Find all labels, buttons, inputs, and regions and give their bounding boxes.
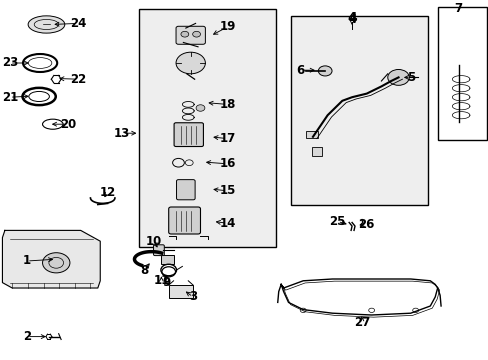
Circle shape — [181, 31, 188, 37]
Circle shape — [42, 253, 70, 273]
Text: 18: 18 — [219, 98, 235, 111]
Text: 20: 20 — [60, 118, 77, 131]
Text: 10: 10 — [145, 235, 162, 248]
FancyBboxPatch shape — [168, 207, 200, 234]
Text: 5: 5 — [406, 71, 414, 84]
Bar — [437, 7, 486, 140]
FancyBboxPatch shape — [176, 180, 195, 200]
Text: 22: 22 — [70, 73, 86, 86]
Bar — [161, 255, 173, 264]
Text: 1: 1 — [23, 255, 31, 267]
Text: 11: 11 — [153, 274, 169, 287]
Text: 15: 15 — [219, 184, 235, 197]
Bar — [305, 131, 317, 138]
Circle shape — [176, 52, 205, 74]
Text: 26: 26 — [358, 219, 374, 231]
Text: 24: 24 — [70, 17, 86, 30]
Text: 17: 17 — [219, 132, 235, 145]
Text: 16: 16 — [219, 157, 235, 170]
Circle shape — [387, 69, 408, 85]
Text: 4: 4 — [346, 11, 356, 25]
Text: 13: 13 — [114, 127, 130, 140]
Circle shape — [196, 105, 204, 111]
Text: 21: 21 — [1, 91, 18, 104]
Text: 12: 12 — [99, 186, 116, 199]
Text: 9: 9 — [162, 276, 170, 289]
Text: 27: 27 — [353, 316, 369, 329]
Text: 6: 6 — [296, 64, 304, 77]
Bar — [168, 285, 193, 298]
FancyBboxPatch shape — [174, 123, 203, 147]
FancyBboxPatch shape — [176, 26, 205, 44]
Text: 4: 4 — [347, 13, 355, 26]
Polygon shape — [2, 230, 100, 288]
Text: 25: 25 — [328, 215, 345, 228]
Text: 23: 23 — [1, 57, 18, 69]
Bar — [311, 147, 321, 156]
Bar — [139, 9, 276, 247]
Text: 8: 8 — [140, 264, 148, 276]
Text: 3: 3 — [189, 291, 197, 303]
Text: 2: 2 — [23, 330, 31, 343]
Text: 7: 7 — [454, 3, 462, 15]
Circle shape — [192, 31, 200, 37]
FancyBboxPatch shape — [153, 245, 164, 256]
Bar — [290, 16, 427, 205]
Circle shape — [318, 66, 331, 76]
Ellipse shape — [28, 16, 64, 33]
Text: 19: 19 — [219, 21, 235, 33]
Text: 14: 14 — [219, 217, 235, 230]
